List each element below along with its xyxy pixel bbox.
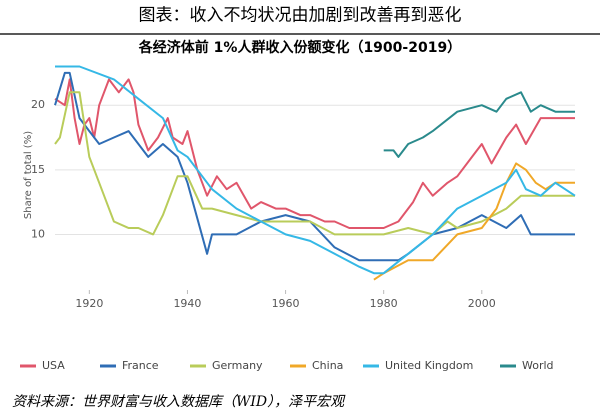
legend-label: USA [42, 359, 65, 372]
legend-label: France [122, 359, 159, 372]
x-tick-label: 1920 [75, 297, 103, 310]
series-line [373, 162, 575, 281]
legend-label: China [312, 359, 343, 372]
series-line [383, 91, 575, 158]
series-line [54, 71, 575, 262]
x-tick-label: 1940 [173, 297, 201, 310]
series-line [55, 65, 576, 275]
y-axis-label: Share of total (%) [23, 131, 34, 219]
x-tick-label: 2000 [468, 297, 496, 310]
legend-label: Germany [212, 359, 263, 372]
x-tick-label: 1960 [272, 297, 300, 310]
series-line [54, 78, 575, 229]
y-tick-label: 15 [31, 163, 45, 176]
series-line [54, 91, 575, 236]
chart-title: 各经济体前 1%人群收入份额变化（1900-2019） [138, 39, 461, 56]
y-tick-label: 10 [31, 227, 45, 240]
legend-label: United Kingdom [385, 359, 473, 372]
legend-label: World [522, 359, 554, 372]
x-tick-label: 1980 [370, 297, 398, 310]
y-tick-label: 20 [31, 98, 45, 111]
page-header: 图表：收入不均状况由加剧到改善再到恶化 [139, 6, 462, 26]
source-note: 资料来源：世界财富与收入数据库（WID），泽平宏观 [12, 394, 346, 410]
